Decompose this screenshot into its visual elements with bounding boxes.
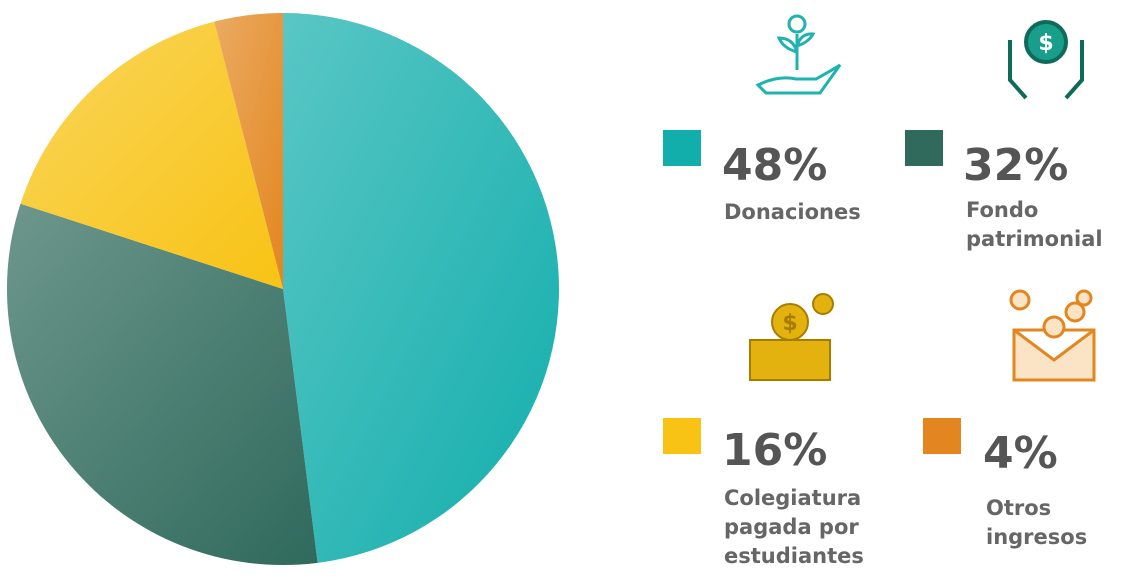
pie <box>6 13 560 565</box>
legend-value: 16% <box>722 425 828 476</box>
svg-text:$: $ <box>782 311 797 336</box>
icon-envelope <box>1009 289 1096 382</box>
legend-label: Otros ingresos <box>986 496 1088 549</box>
slice-shade <box>20 21 284 289</box>
legend-label: Colegiatura pagada por estudiantes <box>724 486 864 568</box>
legend-value: 48% <box>722 140 828 191</box>
legend-label: Donaciones <box>724 200 861 224</box>
legend-swatch <box>663 418 701 454</box>
icon-coins: $ <box>749 293 834 381</box>
legend-swatch <box>905 130 943 166</box>
slice-shade <box>283 13 560 563</box>
svg-text:$: $ <box>1038 31 1053 56</box>
legend-swatch <box>663 130 701 166</box>
legend-label: Fondo patrimonial <box>966 198 1103 251</box>
icon-plant <box>755 14 842 95</box>
slice-shade <box>214 13 283 289</box>
legend-value: 32% <box>963 140 1069 191</box>
icon-hands: $ <box>1008 20 1084 100</box>
slice-shade <box>6 203 318 565</box>
legend-value: 4% <box>983 428 1058 479</box>
legend-swatch <box>923 418 961 454</box>
